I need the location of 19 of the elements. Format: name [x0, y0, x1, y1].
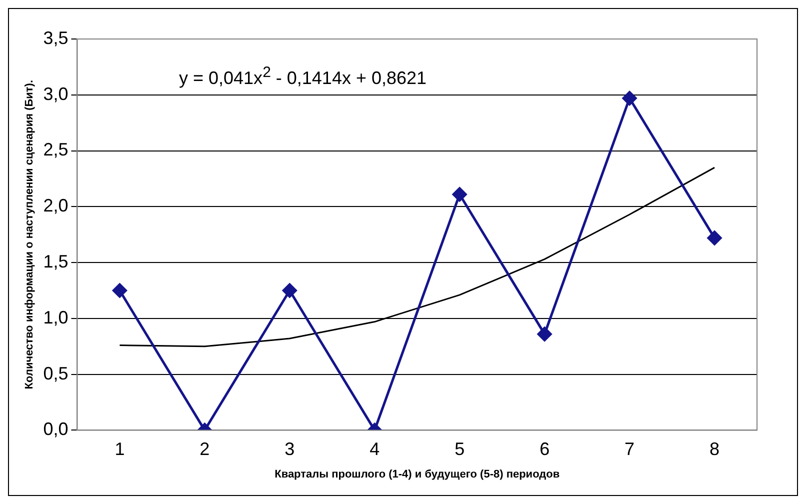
x-tick-label: 2	[200, 438, 210, 459]
y-tick-label: 1,5	[43, 252, 68, 272]
y-tick-label: 3,5	[43, 28, 68, 48]
x-tick-label: 7	[624, 438, 635, 459]
x-tick-label: 5	[454, 438, 465, 459]
x-tick-label: 4	[370, 438, 380, 459]
x-tick-label: 1	[114, 438, 125, 459]
x-tick-label: 8	[710, 438, 720, 459]
y-tick-label: 0,0	[43, 419, 68, 440]
y-axis-title: Количество информации о наступлении сценария (Бит).	[24, 80, 36, 390]
y-tick-label: 2,0	[43, 196, 68, 216]
y-tick-label: 2,5	[43, 140, 68, 160]
y-tick-label: 1,0	[43, 307, 68, 328]
x-axis-title: Кварталы прошлого (1-4) и будущего (5-8) периодов	[274, 468, 560, 480]
x-tick-label: 3	[284, 438, 295, 459]
x-tick-label: 6	[540, 438, 550, 459]
y-tick-label: 3,0	[43, 84, 68, 104]
annotation: y = 0,041x$^{2}$ - 0,1414x + 0,8621	[179, 64, 427, 89]
y-tick-label: 0,5	[43, 363, 68, 384]
